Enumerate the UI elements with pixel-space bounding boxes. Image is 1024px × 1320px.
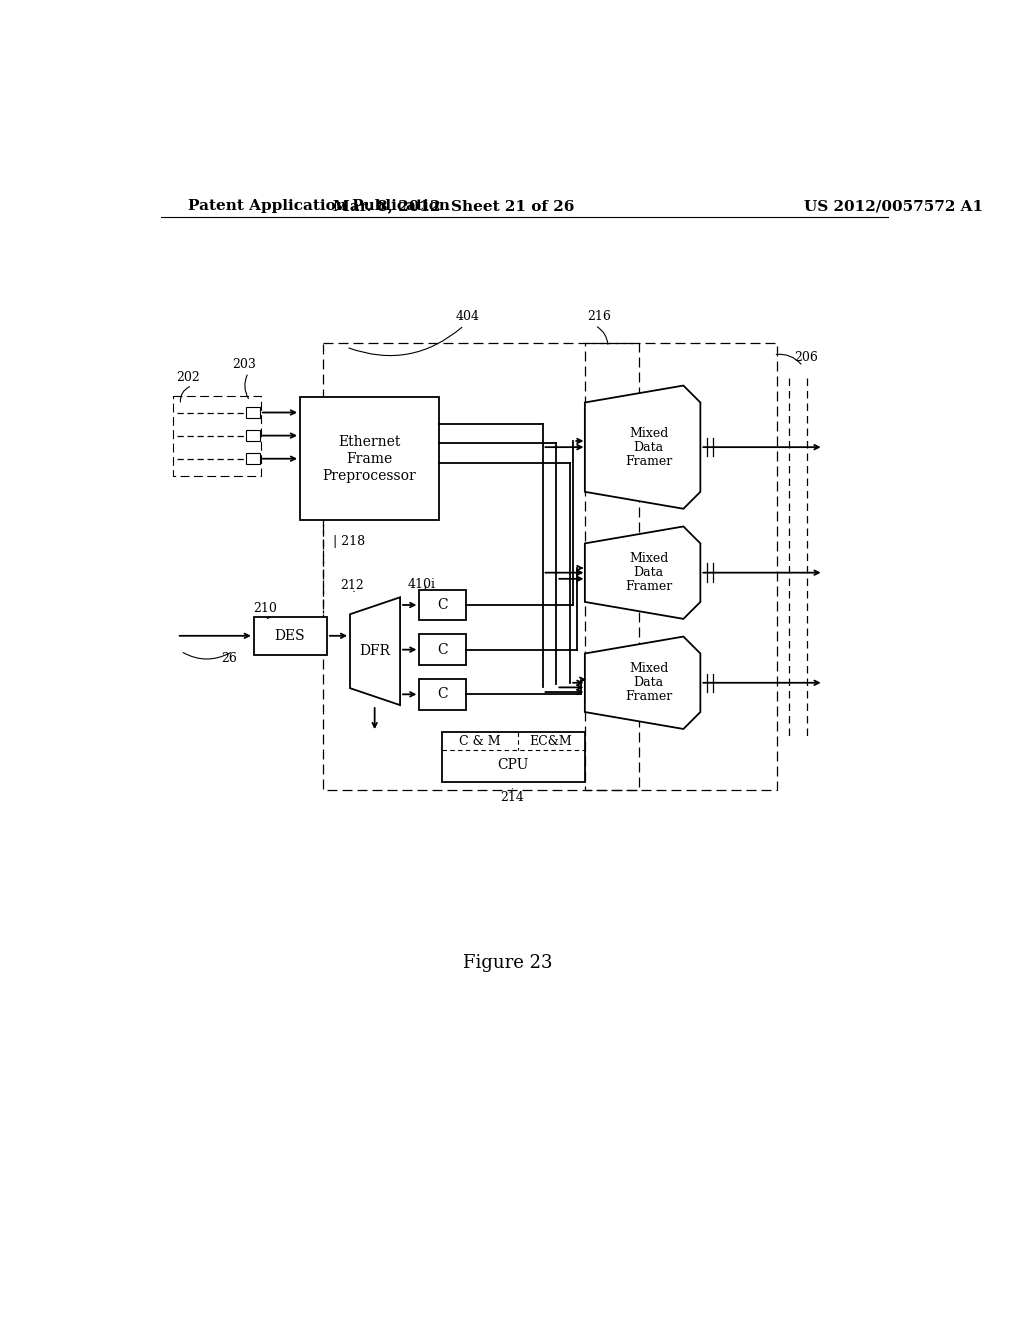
Text: Frame: Frame bbox=[346, 451, 392, 466]
Text: US 2012/0057572 A1: US 2012/0057572 A1 bbox=[804, 199, 983, 213]
Text: 410i: 410i bbox=[408, 578, 435, 591]
Polygon shape bbox=[350, 597, 400, 705]
Text: Mar. 8, 2012  Sheet 21 of 26: Mar. 8, 2012 Sheet 21 of 26 bbox=[333, 199, 574, 213]
Text: 210: 210 bbox=[253, 602, 278, 615]
Text: 206: 206 bbox=[795, 351, 818, 363]
Polygon shape bbox=[246, 407, 260, 418]
Text: C: C bbox=[437, 688, 447, 701]
Text: 212: 212 bbox=[340, 579, 365, 593]
Text: DES: DES bbox=[274, 628, 305, 643]
Text: Preprocessor: Preprocessor bbox=[323, 469, 416, 483]
Text: 214: 214 bbox=[500, 791, 523, 804]
Text: DFR: DFR bbox=[359, 644, 390, 659]
Text: C & M: C & M bbox=[460, 735, 501, 748]
Polygon shape bbox=[300, 397, 438, 520]
Text: Mixed: Mixed bbox=[629, 663, 669, 676]
Text: C: C bbox=[437, 643, 447, 656]
Text: C: C bbox=[437, 598, 447, 612]
Text: Data: Data bbox=[634, 566, 664, 579]
Polygon shape bbox=[246, 430, 260, 441]
Text: 26: 26 bbox=[221, 652, 238, 665]
Text: 404: 404 bbox=[456, 310, 480, 323]
Text: 203: 203 bbox=[232, 358, 256, 371]
Polygon shape bbox=[442, 733, 585, 781]
Text: | 218: | 218 bbox=[333, 536, 366, 548]
Text: Mixed: Mixed bbox=[629, 552, 669, 565]
Polygon shape bbox=[585, 527, 700, 619]
Polygon shape bbox=[419, 590, 466, 620]
Text: EC&M: EC&M bbox=[529, 735, 572, 748]
Text: CPU: CPU bbox=[498, 758, 529, 772]
Text: Framer: Framer bbox=[625, 690, 673, 704]
Text: 216: 216 bbox=[587, 310, 610, 323]
Text: Data: Data bbox=[634, 676, 664, 689]
Text: Data: Data bbox=[634, 441, 664, 454]
Text: Framer: Framer bbox=[625, 454, 673, 467]
Polygon shape bbox=[246, 453, 260, 465]
Polygon shape bbox=[585, 385, 700, 508]
Text: Ethernet: Ethernet bbox=[338, 434, 400, 449]
Polygon shape bbox=[585, 636, 700, 729]
Text: Framer: Framer bbox=[625, 579, 673, 593]
Text: Mixed: Mixed bbox=[629, 426, 669, 440]
Polygon shape bbox=[254, 616, 327, 655]
Text: Patent Application Publication: Patent Application Publication bbox=[188, 199, 451, 213]
Polygon shape bbox=[419, 635, 466, 665]
Polygon shape bbox=[419, 678, 466, 710]
Text: 202: 202 bbox=[176, 371, 200, 384]
Text: Figure 23: Figure 23 bbox=[463, 954, 553, 972]
